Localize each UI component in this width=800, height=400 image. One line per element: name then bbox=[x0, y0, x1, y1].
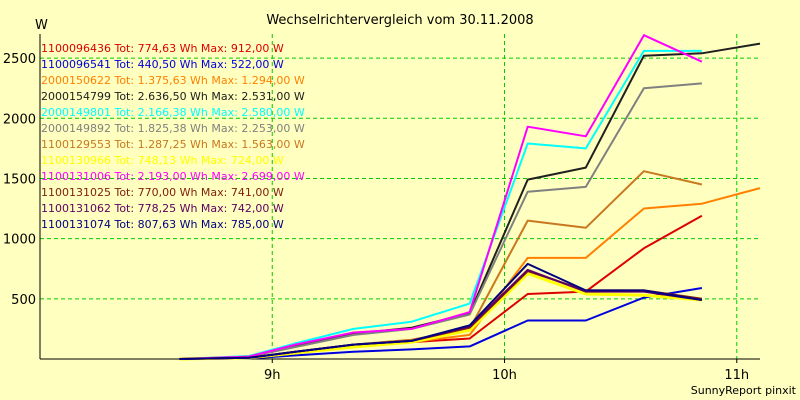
y-tick-label: 1500 bbox=[3, 172, 36, 187]
series-line bbox=[179, 268, 703, 360]
legend-entry: 1100131025 Tot: 770,00 Wh Max: 741,00 W bbox=[41, 186, 284, 199]
chart-title: Wechselrichtervergleich vom 30.11.2008 bbox=[266, 13, 533, 28]
x-tick-label: 10h bbox=[492, 368, 517, 383]
series-line bbox=[179, 270, 703, 360]
legend-entry: 1100131062 Tot: 778,25 Wh Max: 742,00 W bbox=[41, 202, 284, 215]
series-lines bbox=[179, 34, 761, 361]
legend-entry: 1100131006 Tot: 2.193,00 Wh Max: 2.699,0… bbox=[41, 170, 305, 183]
x-tick-labels: 9h 10h 11h bbox=[264, 368, 749, 383]
x-tick-label: 9h bbox=[264, 368, 281, 383]
series-line bbox=[179, 34, 703, 360]
series-line bbox=[179, 262, 703, 360]
legend-entry: 2000150622 Tot: 1.375,63 Wh Max: 1.294,0… bbox=[41, 74, 305, 87]
footer-credit: SunnyReport pinxit bbox=[691, 384, 797, 397]
legend-entry: 1100096436 Tot: 774,63 Wh Max: 912,00 W bbox=[41, 42, 284, 55]
y-tick-label: 500 bbox=[11, 293, 36, 308]
y-tick-label: 2500 bbox=[3, 52, 36, 67]
legend-entry: 2000154799 Tot: 2.636,50 Wh Max: 2.531,0… bbox=[41, 90, 305, 103]
x-tick-label: 11h bbox=[724, 368, 749, 383]
legend: 1100096436 Tot: 774,63 Wh Max: 912,00 W 1… bbox=[41, 42, 305, 231]
grid bbox=[39, 34, 760, 363]
y-axis-unit: W bbox=[35, 18, 48, 33]
y-tick-label: 1000 bbox=[3, 233, 36, 248]
legend-entry: 2000149892 Tot: 1.825,38 Wh Max: 2.253,0… bbox=[41, 122, 305, 135]
y-tick-label: 2000 bbox=[3, 112, 36, 127]
legend-entry: 1100129553 Tot: 1.287,25 Wh Max: 1.563,0… bbox=[41, 138, 305, 151]
legend-entry: 1100096541 Tot: 440,50 Wh Max: 522,00 W bbox=[41, 58, 284, 71]
y-tick-labels: 500 1000 1500 2000 2500 bbox=[3, 52, 36, 308]
legend-entry: 2000149801 Tot: 2.166,38 Wh Max: 2.580,0… bbox=[41, 106, 305, 119]
series-line bbox=[179, 82, 702, 360]
legend-entry: 1100131074 Tot: 807,63 Wh Max: 785,00 W bbox=[41, 218, 284, 231]
series-line bbox=[179, 272, 703, 361]
series-line bbox=[179, 170, 703, 360]
legend-entry: 1100130966 Tot: 748,13 Wh Max: 724,00 W bbox=[41, 154, 284, 167]
